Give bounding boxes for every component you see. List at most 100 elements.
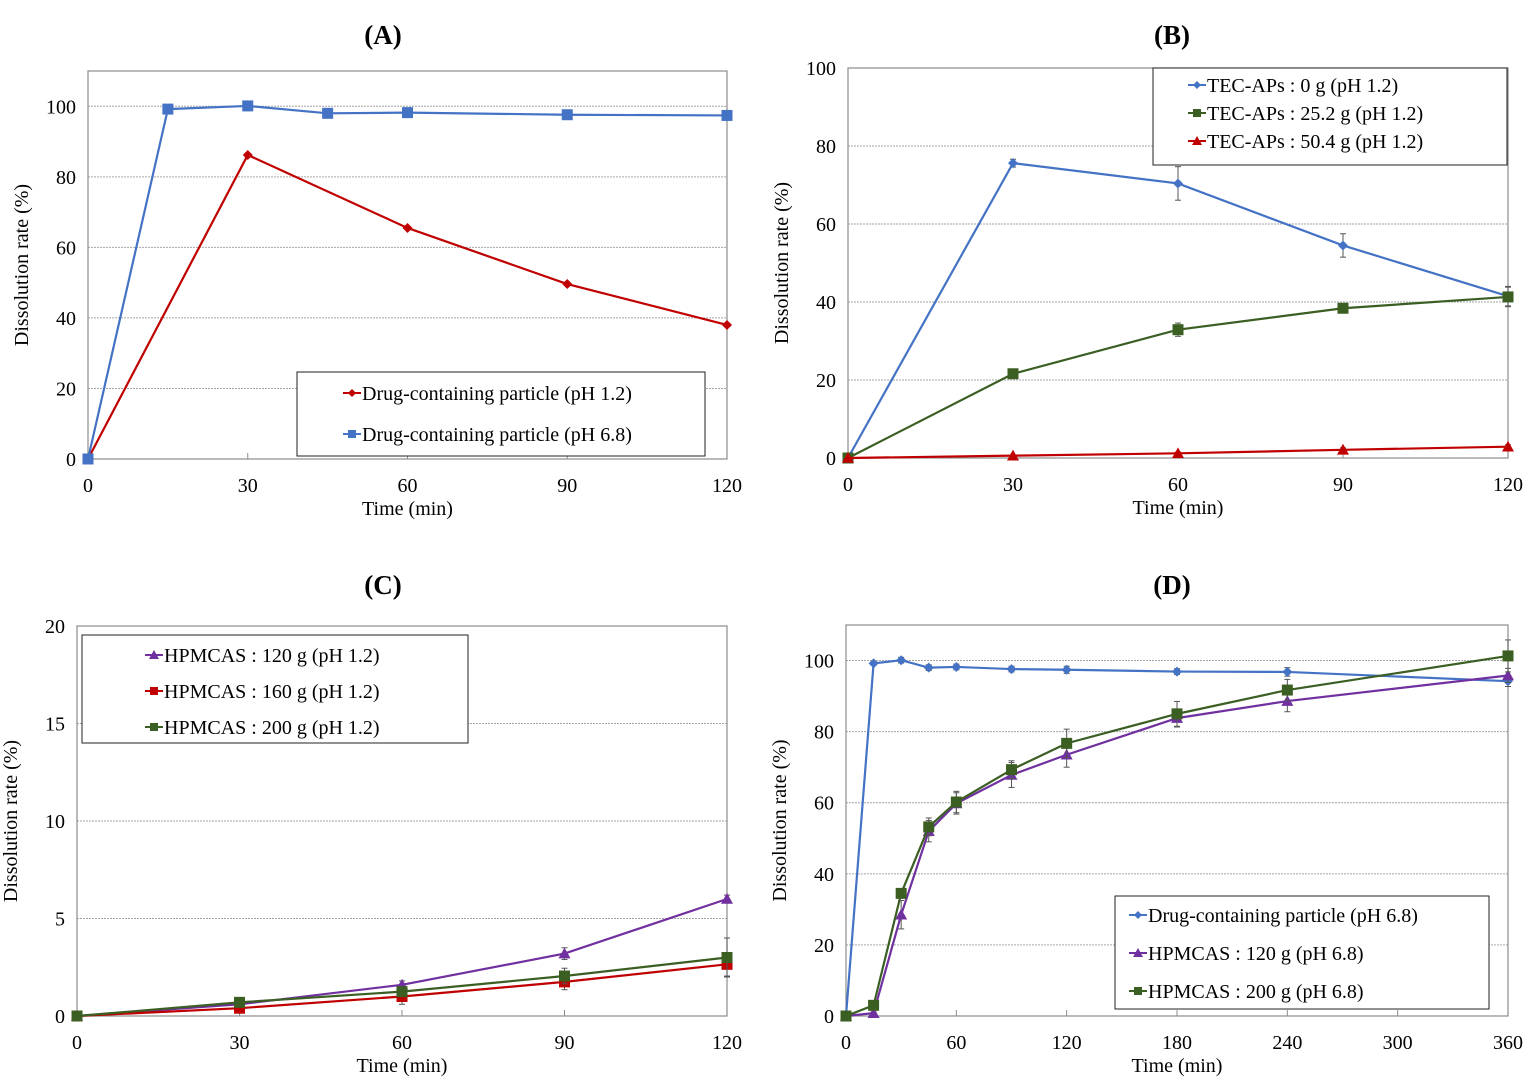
y-axis-label: Dissolution rate (%) bbox=[769, 739, 791, 901]
legend-label: HPMCAS : 200 g (pH 6.8) bbox=[1148, 981, 1364, 1003]
data-point bbox=[867, 1007, 880, 1018]
legend-label: HPMCAS : 120 g (pH 6.8) bbox=[1148, 943, 1364, 965]
x-tick-label: 300 bbox=[1383, 1032, 1413, 1054]
legend-item: HPMCAS : 120 g (pH 6.8) bbox=[1129, 943, 1364, 965]
legend-marker-icon bbox=[1134, 987, 1142, 995]
data-point bbox=[868, 999, 880, 1011]
legend-box bbox=[1114, 895, 1490, 1010]
legend: TEC-APs : 0 g (pH 1.2) TEC-APs : 25.2 g (… bbox=[1152, 67, 1508, 166]
data-point bbox=[234, 996, 245, 1008]
data-point bbox=[562, 279, 573, 290]
series-2 bbox=[842, 286, 1514, 464]
data-point bbox=[559, 970, 570, 982]
legend-item: HPMCAS : 120 g (pH 1.2) bbox=[145, 645, 380, 667]
x-axis-label: Time (min) bbox=[1133, 497, 1224, 519]
x-tick-label: 360 bbox=[1493, 1032, 1523, 1054]
x-tick-label: 120 bbox=[1052, 1032, 1082, 1054]
y-tick-label: 80 bbox=[56, 167, 76, 189]
y-tick-label: 15 bbox=[45, 714, 65, 736]
y-tick-label: 60 bbox=[816, 214, 836, 236]
y-tick-label: 40 bbox=[816, 292, 836, 314]
legend-item: Drug-containing particle (pH 6.8) bbox=[343, 424, 632, 446]
y-axis-label: Dissolution rate (%) bbox=[0, 740, 22, 902]
legend-label: HPMCAS : 160 g (pH 1.2) bbox=[164, 681, 380, 703]
legend-marker-icon bbox=[1192, 136, 1202, 145]
series-3 bbox=[840, 639, 1514, 1022]
legend-marker-icon bbox=[348, 430, 356, 438]
legend-marker-icon bbox=[150, 723, 158, 731]
data-point bbox=[840, 1010, 852, 1022]
data-point bbox=[396, 986, 408, 998]
data-point bbox=[1172, 447, 1184, 459]
data-point bbox=[1337, 443, 1349, 455]
data-point bbox=[923, 662, 934, 673]
legend-item: HPMCAS : 200 g (pH 1.2) bbox=[145, 717, 380, 739]
data-point bbox=[951, 661, 962, 672]
x-tick-label: 0 bbox=[72, 1032, 82, 1054]
y-tick-label: 20 bbox=[814, 935, 834, 957]
data-point bbox=[1338, 240, 1348, 251]
chart-panel-c: (C) 0 5 10 15 20 0 30 60 90 120 Time (min) Dissoluti… bbox=[0, 570, 742, 1077]
legend-box bbox=[296, 371, 706, 457]
data-point bbox=[1337, 302, 1349, 314]
data-point bbox=[1061, 737, 1073, 749]
x-tick-label: 30 bbox=[230, 1032, 250, 1054]
series-3 bbox=[842, 440, 1514, 463]
data-point bbox=[1007, 449, 1019, 461]
y-tick-label: 0 bbox=[824, 1006, 834, 1028]
legend-label: TEC-APs : 0 g (pH 1.2) bbox=[1207, 75, 1398, 97]
legend: Drug-containing particle (pH 1.2) Drug-co… bbox=[296, 371, 706, 457]
series-2 bbox=[82, 100, 733, 465]
x-tick-label: 90 bbox=[1333, 474, 1353, 496]
x-tick-label: 120 bbox=[1493, 474, 1523, 496]
data-point bbox=[322, 107, 334, 119]
legend-marker-icon bbox=[1193, 109, 1201, 117]
legend-marker-icon bbox=[1134, 911, 1142, 919]
legend-box bbox=[1152, 67, 1508, 166]
data-point bbox=[721, 952, 733, 963]
legend-label: TEC-APs : 25.2 g (pH 1.2) bbox=[1207, 103, 1423, 125]
x-tick-label: 0 bbox=[841, 1032, 851, 1054]
legend: HPMCAS : 120 g (pH 1.2) HPMCAS : 160 g (p… bbox=[81, 634, 469, 744]
y-tick-label: 60 bbox=[56, 237, 76, 259]
data-point bbox=[71, 1010, 83, 1022]
legend-box bbox=[81, 634, 469, 744]
chart-panel-b: (B) 0 20 40 60 80 100 0 30 60 90 120 Time (min) Disso… bbox=[771, 20, 1523, 519]
data-point bbox=[950, 796, 962, 808]
y-tick-label: 100 bbox=[806, 58, 836, 80]
legend-marker-icon bbox=[1193, 81, 1201, 89]
chart-title: (D) bbox=[1153, 570, 1190, 600]
x-tick-label: 180 bbox=[1162, 1032, 1192, 1054]
x-axis-label: Time (min) bbox=[357, 1055, 448, 1077]
x-tick-label: 120 bbox=[712, 1032, 742, 1054]
data-point bbox=[402, 222, 413, 233]
data-point bbox=[558, 947, 571, 959]
y-tick-label: 40 bbox=[56, 308, 76, 330]
legend-label: Drug-containing particle (pH 1.2) bbox=[362, 383, 632, 405]
data-point bbox=[1173, 178, 1183, 189]
y-tick-label: 80 bbox=[816, 136, 836, 158]
data-point bbox=[721, 893, 733, 904]
series-3 bbox=[71, 937, 733, 1022]
series-line bbox=[844, 659, 1509, 1017]
x-tick-label: 30 bbox=[238, 475, 258, 497]
y-tick-label: 60 bbox=[814, 793, 834, 815]
x-tick-label: 0 bbox=[843, 474, 853, 496]
legend-item: TEC-APs : 50.4 g (pH 1.2) bbox=[1188, 131, 1423, 153]
series-1 bbox=[843, 158, 1513, 463]
data-point bbox=[1061, 664, 1072, 675]
data-point bbox=[1171, 708, 1183, 720]
series-line bbox=[845, 654, 1509, 1018]
series-line bbox=[845, 674, 1509, 1018]
data-point bbox=[1006, 764, 1017, 776]
data-point bbox=[1282, 666, 1293, 677]
data-point bbox=[1281, 684, 1293, 696]
legend-item: HPMCAS : 160 g (pH 1.2) bbox=[145, 681, 380, 703]
x-tick-label: 120 bbox=[712, 475, 742, 497]
series-1 bbox=[841, 655, 1513, 1021]
data-point bbox=[842, 452, 854, 463]
y-tick-label: 100 bbox=[46, 96, 76, 118]
x-tick-label: 60 bbox=[398, 475, 418, 497]
data-point bbox=[895, 908, 908, 920]
data-point bbox=[721, 109, 733, 121]
